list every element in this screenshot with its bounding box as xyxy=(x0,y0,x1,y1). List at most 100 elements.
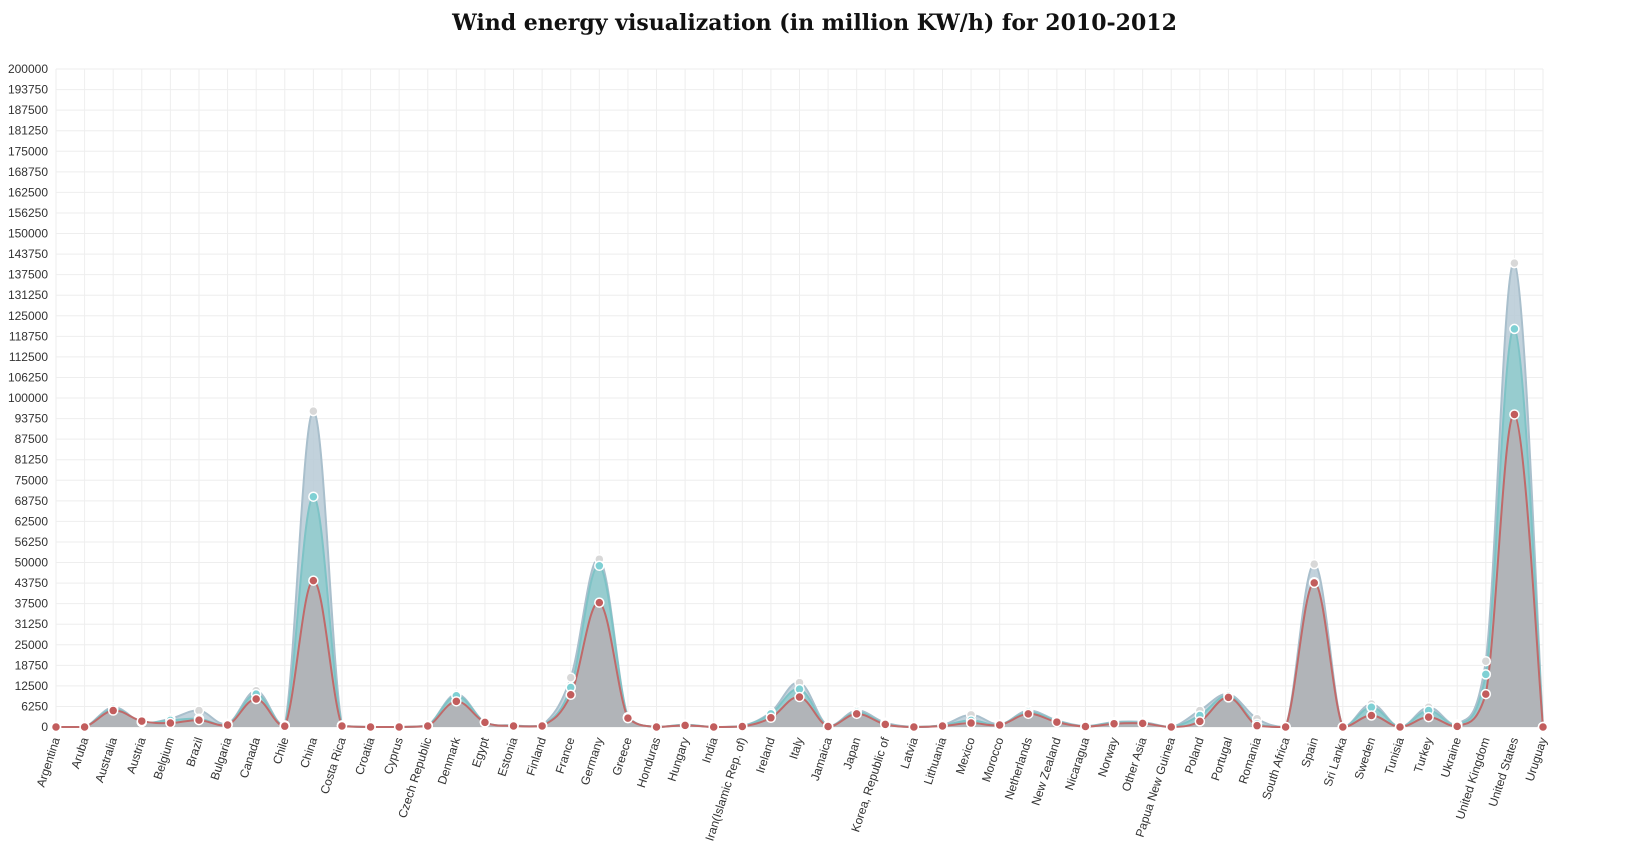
y-tick-label: 50000 xyxy=(15,556,49,570)
data-point[interactable] xyxy=(565,672,576,683)
data-point[interactable] xyxy=(536,720,548,732)
y-tick-label: 181250 xyxy=(8,124,48,138)
x-tick-label: Estonia xyxy=(495,735,521,778)
data-point[interactable] xyxy=(1480,669,1492,680)
data-point[interactable] xyxy=(1251,720,1263,731)
data-point[interactable] xyxy=(880,719,891,730)
data-point[interactable] xyxy=(136,715,148,727)
x-tick-label: Portugal xyxy=(1208,736,1235,783)
data-point[interactable] xyxy=(479,717,491,728)
data-point[interactable] xyxy=(336,720,348,732)
data-point[interactable] xyxy=(1223,692,1234,703)
data-point[interactable] xyxy=(908,721,920,733)
x-tick-label: Latvia xyxy=(898,735,921,770)
data-point[interactable] xyxy=(765,712,777,724)
x-tick-label: Belgium xyxy=(151,736,178,782)
data-point[interactable] xyxy=(679,720,691,731)
y-tick-label: 6250 xyxy=(21,699,48,713)
data-point[interactable] xyxy=(794,691,805,703)
x-tick-label: Denmark xyxy=(435,735,464,787)
data-point[interactable] xyxy=(1166,721,1177,733)
data-point[interactable] xyxy=(1023,708,1034,720)
data-point[interactable] xyxy=(279,720,291,732)
data-point[interactable] xyxy=(1509,323,1520,335)
data-point[interactable] xyxy=(1480,655,1492,667)
data-point[interactable] xyxy=(508,720,519,732)
data-point[interactable] xyxy=(365,721,376,733)
y-tick-label: 43750 xyxy=(15,576,49,590)
data-point[interactable] xyxy=(1280,721,1291,733)
data-point[interactable] xyxy=(594,597,605,608)
data-point[interactable] xyxy=(1137,718,1148,729)
y-tick-label: 37500 xyxy=(15,597,49,611)
y-tick-label: 87500 xyxy=(15,432,49,446)
y-tick-label: 18750 xyxy=(15,658,49,672)
data-point[interactable] xyxy=(1308,577,1320,589)
y-tick-label: 118750 xyxy=(9,329,48,343)
y-tick-label: 150000 xyxy=(8,227,48,241)
data-point[interactable] xyxy=(1080,721,1091,732)
y-tick-label: 75000 xyxy=(15,473,49,487)
data-point[interactable] xyxy=(1480,688,1492,700)
data-point[interactable] xyxy=(1366,710,1377,721)
data-point[interactable] xyxy=(1308,558,1320,570)
data-point[interactable] xyxy=(565,689,576,701)
data-point[interactable] xyxy=(737,721,748,732)
x-tick-label: Croatia xyxy=(352,735,377,776)
data-point[interactable] xyxy=(1394,721,1406,733)
x-tick-label: India xyxy=(699,735,720,764)
data-point[interactable] xyxy=(1509,257,1520,269)
x-tick-label: Tunisia xyxy=(1382,735,1407,776)
x-tick-label: Nicaragua xyxy=(1062,735,1092,792)
x-tick-label: Morocco xyxy=(979,735,1007,783)
x-tick-label: Chile xyxy=(270,735,292,766)
x-tick-label: Lithuania xyxy=(921,735,949,786)
y-tick-label: 100000 xyxy=(8,391,48,405)
data-point[interactable] xyxy=(422,720,433,732)
y-tick-label: 137500 xyxy=(8,268,48,282)
y-tick-label: 62500 xyxy=(15,514,49,528)
data-point[interactable] xyxy=(822,721,834,732)
data-point[interactable] xyxy=(79,721,90,733)
data-point[interactable] xyxy=(308,405,319,417)
data-point[interactable] xyxy=(594,560,605,572)
data-point[interactable] xyxy=(308,491,319,502)
data-point[interactable] xyxy=(1337,721,1349,733)
x-tick-label: Turkey xyxy=(1411,736,1436,775)
data-point[interactable] xyxy=(107,705,119,716)
data-point[interactable] xyxy=(451,696,462,707)
data-point[interactable] xyxy=(1051,716,1063,728)
x-tick-label: New Zealand xyxy=(1029,736,1064,808)
data-point[interactable] xyxy=(708,721,719,733)
chart-title: Wind energy visualization (in million KW… xyxy=(452,10,1177,36)
data-point[interactable] xyxy=(50,721,62,733)
x-tick-label: Hungary xyxy=(665,736,692,783)
x-tick-label: Germany xyxy=(578,736,607,787)
data-point[interactable] xyxy=(393,721,405,733)
data-point[interactable] xyxy=(1108,718,1120,729)
y-tick-label: 106250 xyxy=(8,370,48,384)
data-point[interactable] xyxy=(222,719,233,731)
series-points xyxy=(50,257,1549,733)
x-axis-ticks: Argentina Aruba Australia Austria Belgium Bra… xyxy=(34,735,1550,843)
data-point[interactable] xyxy=(1537,721,1549,733)
data-point[interactable] xyxy=(937,720,948,732)
data-point[interactable] xyxy=(1451,721,1463,732)
y-tick-label: 81250 xyxy=(15,453,49,467)
data-point[interactable] xyxy=(651,721,662,733)
data-point[interactable] xyxy=(622,712,634,724)
data-point[interactable] xyxy=(1509,409,1520,420)
data-point[interactable] xyxy=(1194,716,1206,727)
x-tick-label: Honduras xyxy=(634,736,663,790)
data-point[interactable] xyxy=(165,717,176,729)
data-point[interactable] xyxy=(851,708,862,720)
data-point[interactable] xyxy=(250,693,262,705)
data-point[interactable] xyxy=(1423,711,1434,723)
y-tick-label: 162500 xyxy=(8,185,48,199)
data-point[interactable] xyxy=(994,719,1005,731)
data-point[interactable] xyxy=(308,575,319,586)
y-tick-label: 112500 xyxy=(9,350,48,364)
data-point[interactable] xyxy=(193,714,205,726)
data-point[interactable] xyxy=(965,717,977,729)
y-tick-label: 0 xyxy=(41,720,48,734)
